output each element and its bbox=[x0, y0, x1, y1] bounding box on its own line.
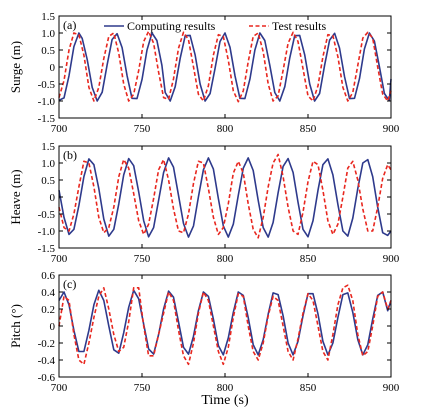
y-tick-label: 0.5 bbox=[41, 175, 55, 187]
x-tick-label: 700 bbox=[51, 253, 68, 265]
x-tick-label: 850 bbox=[300, 382, 317, 394]
x-tick-label: 850 bbox=[300, 253, 317, 265]
y-tick-label: 0.6 bbox=[41, 270, 55, 282]
x-tick-label: 800 bbox=[217, 123, 234, 135]
x-axis-label: Time (s) bbox=[201, 393, 249, 408]
y-tick-label: 0 bbox=[50, 62, 56, 74]
y-tick-label: 0 bbox=[50, 192, 56, 204]
legend-label-test: Test results bbox=[272, 19, 326, 33]
x-tick-label: 700 bbox=[51, 123, 68, 135]
x-tick-label: 750 bbox=[134, 123, 151, 135]
x-tick-label: 750 bbox=[134, 382, 151, 394]
y-tick-label: -0.4 bbox=[38, 355, 56, 367]
y-tick-label: 1.0 bbox=[41, 158, 55, 170]
x-tick-label: 900 bbox=[383, 253, 400, 265]
x-tick-label: 750 bbox=[134, 253, 151, 265]
series-line-computing bbox=[58, 32, 392, 102]
y-tick-label: -0.2 bbox=[38, 338, 55, 350]
panel-label: (a) bbox=[63, 18, 76, 32]
series-line-test bbox=[58, 153, 392, 239]
legend-label-computing: Computing results bbox=[127, 19, 216, 33]
y-tick-label: 1.5 bbox=[41, 141, 55, 153]
series-line-test bbox=[58, 284, 392, 366]
x-tick-label: 850 bbox=[300, 123, 317, 135]
y-tick-label: -1.0 bbox=[38, 226, 56, 238]
y-tick-label: 0 bbox=[50, 321, 56, 333]
series-line-test bbox=[58, 30, 392, 103]
y-axis-label: Surge (m) bbox=[8, 41, 23, 93]
y-tick-label: -0.5 bbox=[38, 209, 56, 221]
y-tick-label: -0.5 bbox=[38, 79, 56, 91]
series-line-computing bbox=[58, 289, 392, 356]
y-tick-label: 1.0 bbox=[41, 28, 55, 40]
y-tick-label: 1.5 bbox=[41, 11, 55, 23]
plot-frame bbox=[58, 145, 392, 249]
y-axis-label: Heave (m) bbox=[8, 169, 23, 224]
x-tick-label: 900 bbox=[383, 382, 400, 394]
x-tick-label: 700 bbox=[51, 382, 68, 394]
y-tick-label: -1.5 bbox=[38, 113, 56, 125]
y-axis-label: Pitch (°) bbox=[8, 304, 23, 348]
y-tick-label: 0.4 bbox=[41, 287, 55, 299]
x-tick-label: 900 bbox=[383, 123, 400, 135]
y-tick-label: 0.5 bbox=[41, 45, 55, 57]
y-tick-label: -1.5 bbox=[38, 243, 56, 255]
panel-label: (b) bbox=[63, 148, 77, 162]
y-tick-label: -1.0 bbox=[38, 96, 56, 108]
series-line-computing bbox=[58, 157, 392, 238]
x-tick-label: 800 bbox=[217, 382, 234, 394]
legend: Computing results Test results bbox=[104, 19, 326, 33]
plot-frame bbox=[58, 15, 392, 119]
panel-label: (c) bbox=[63, 277, 76, 291]
y-tick-label: 0.2 bbox=[41, 304, 55, 316]
y-tick-label: -0.6 bbox=[38, 372, 56, 384]
x-tick-label: 800 bbox=[217, 253, 234, 265]
